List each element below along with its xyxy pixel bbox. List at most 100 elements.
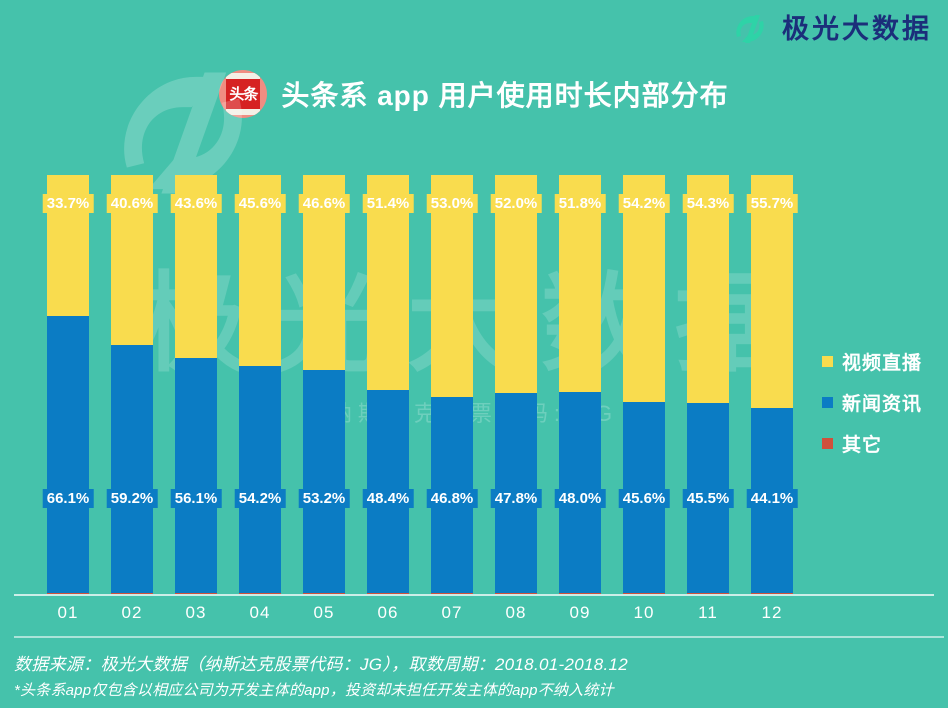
chart-legend: 视频直播新闻资讯其它 [822, 348, 922, 457]
legend-item-label: 视频直播 [842, 353, 923, 374]
bar-segment-news [111, 345, 153, 594]
watermark: 极光大数据 纳斯达克股票代码: JG [0, 270, 948, 428]
footer: 数据来源：极光大数据（纳斯达克股票代码：JG），取数周期：2018.01-201… [14, 636, 944, 700]
bar-group: 55.7% 44.1% [746, 175, 798, 594]
bar-group: 53.0% 46.8% [426, 175, 478, 594]
bar-segment-other [111, 592, 153, 594]
bar-segment-news [47, 316, 89, 594]
bar-value-label-video: 45.6% [234, 194, 286, 213]
toutiao-app-icon: 头条 [219, 70, 268, 118]
bar-value-label-news: 45.6% [618, 489, 670, 508]
x-axis-tick-label: 11 [698, 603, 718, 622]
bar-segment-other [431, 592, 473, 594]
bar-segment-video [367, 175, 409, 391]
bar-segment-news [687, 402, 729, 594]
x-axis-tick-label: 05 [313, 603, 335, 622]
bar-value-label-video: 52.0% [490, 194, 542, 213]
bar-value-label-news: 56.1% [170, 489, 222, 508]
bar-value-label-news: 44.1% [746, 489, 798, 508]
x-axis-tick-label: 02 [121, 603, 143, 622]
bar-group: 43.6% 56.1% [170, 175, 222, 594]
bar-group: 45.6% 54.2% [234, 175, 286, 594]
bar-segment-other [559, 592, 601, 594]
bar-segment-news [495, 392, 537, 594]
bar-value-label-video: 43.6% [170, 194, 222, 213]
bar-value-label-video: 54.3% [682, 194, 734, 213]
bar-segment-news [623, 402, 665, 594]
x-axis-tick-label: 04 [249, 603, 271, 622]
bar-value-label-news: 53.2% [298, 489, 350, 508]
x-axis-tick-label: 12 [761, 603, 783, 622]
legend-swatch-icon [822, 438, 833, 449]
bar-value-label-video: 40.6% [106, 194, 158, 213]
bar-segment-video [687, 175, 729, 403]
data-source-note: 数据来源：极光大数据（纳斯达克股票代码：JG），取数周期：2018.01-201… [14, 655, 628, 674]
bar-segment-video [239, 175, 281, 367]
bar-value-label-video: 54.2% [618, 194, 670, 213]
footer-divider [14, 636, 944, 638]
legend-swatch-icon [822, 397, 833, 408]
bar-segment-video [623, 175, 665, 403]
legend-swatch-icon [822, 356, 833, 367]
x-axis-tick-label: 10 [633, 603, 655, 622]
bar-segment-news [175, 357, 217, 593]
bar-segment-other [495, 592, 537, 594]
footnote: *头条系app仅包含以相应公司为开发主体的app，投资却未担任开发主体的app不… [14, 682, 614, 699]
toutiao-glyph: 头条 [229, 85, 258, 103]
bar-segment-video [47, 175, 89, 317]
x-axis-tick-label: 09 [569, 603, 591, 622]
bar-group: 52.0% 47.8% [490, 175, 542, 594]
bar-segment-video [303, 175, 345, 371]
bar-value-label-video: 55.7% [746, 194, 798, 213]
bar-value-label-news: 66.1% [42, 489, 94, 508]
bar-value-label-news: 59.2% [106, 489, 158, 508]
bar-segment-other [367, 592, 409, 594]
bar-segment-video [175, 175, 217, 358]
page-title: 头条系 app 用户使用时长内部分布 [281, 80, 729, 111]
bar-segment-other [687, 592, 729, 594]
bar-value-label-news: 47.8% [490, 489, 542, 508]
bar-group: 46.6% 53.2% [298, 175, 350, 594]
bar-value-label-news: 54.2% [234, 489, 286, 508]
bar-value-label-video: 46.6% [298, 194, 350, 213]
brand-logo: 极光大数据 [728, 6, 932, 52]
x-axis-tick-label: 07 [441, 603, 463, 622]
bar-segment-news [367, 390, 409, 594]
bar-value-label-video: 33.7% [42, 194, 94, 213]
bar-segment-news [751, 408, 793, 594]
legend-item[interactable]: 其它 [822, 430, 922, 457]
bar-segment-other [47, 592, 89, 594]
bar-segment-other [303, 592, 345, 594]
bar-segment-news [431, 397, 473, 594]
bar-segment-other [623, 592, 665, 594]
legend-item-label: 新闻资讯 [842, 394, 923, 415]
x-axis-tick-label: 01 [57, 603, 79, 622]
x-axis-line [14, 594, 934, 596]
bar-segment-video [495, 175, 537, 393]
watermark-logo-icon [88, 38, 278, 228]
x-axis-tick-label: 08 [505, 603, 527, 622]
bar-group: 33.7% 66.1% [42, 175, 94, 594]
bar-segment-other [751, 592, 793, 594]
bar-value-label-news: 45.5% [682, 489, 734, 508]
bar-value-label-video: 51.4% [362, 194, 414, 213]
bar-group: 40.6% 59.2% [106, 175, 158, 594]
bar-segment-news [303, 370, 345, 594]
bar-group: 51.4% 48.4% [362, 175, 414, 594]
legend-item[interactable]: 新闻资讯 [822, 389, 922, 416]
bar-segment-video [559, 175, 601, 393]
chart-title-row: 头条 头条系 app 用户使用时长内部分布 [0, 70, 948, 118]
bar-segment-video [751, 175, 793, 409]
bar-group: 54.2% 45.6% [618, 175, 670, 594]
legend-item[interactable]: 视频直播 [822, 348, 922, 375]
bar-value-label-news: 48.4% [362, 489, 414, 508]
jiguang-logo-icon [728, 7, 772, 51]
bar-segment-other [239, 592, 281, 594]
bar-segment-other [175, 592, 217, 594]
bar-value-label-news: 48.0% [554, 489, 606, 508]
bar-value-label-video: 51.8% [554, 194, 606, 213]
bar-value-label-news: 46.8% [426, 489, 478, 508]
x-axis-tick-label: 03 [185, 603, 207, 622]
bar-segment-video [431, 175, 473, 398]
